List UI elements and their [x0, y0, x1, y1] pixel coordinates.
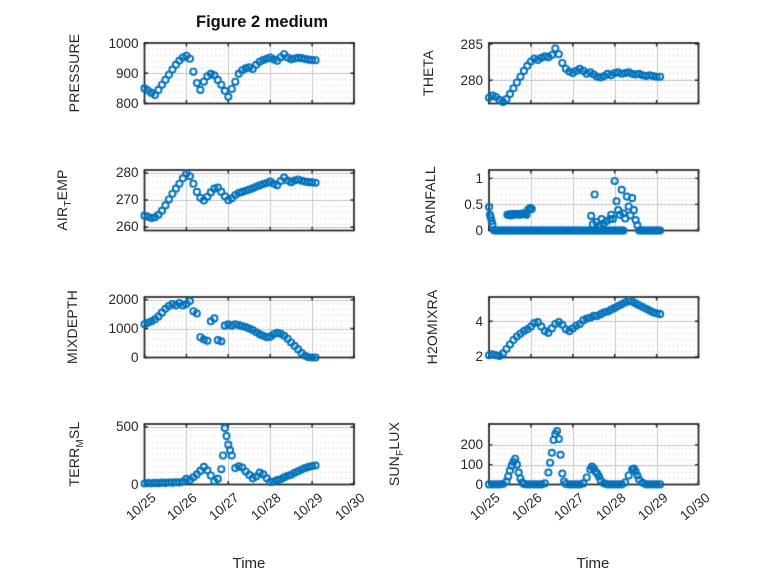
ylabel-text: EMP [54, 169, 71, 201]
ylabel-text: SL [66, 421, 83, 440]
y-tick-label: 800 [115, 96, 139, 111]
y-tick-label: 0 [475, 223, 483, 238]
ylabel-subscript: T [62, 200, 74, 207]
ylabel-text: MIXDEPTH [64, 290, 81, 364]
subplot-theta [489, 43, 699, 104]
subplot-rainfall [489, 170, 699, 231]
subplot-h2omixra [489, 297, 699, 358]
ylabel-text: TERR [66, 447, 83, 487]
subplot-pressure [144, 43, 354, 104]
y-tick-label: 1000 [108, 35, 139, 51]
ylabel-mixdepth: MIXDEPTH [64, 290, 84, 364]
y-tick-label: 1 [475, 170, 483, 186]
y-tick-label: 0.5 [464, 196, 483, 212]
y-tick-label: 500 [115, 419, 139, 435]
y-tick-label: 900 [115, 65, 139, 81]
ylabel-text: AIR [54, 206, 71, 231]
ylabel-text: PRESSURE [66, 33, 83, 113]
y-tick-label: 280 [460, 72, 483, 88]
ylabel-text: THETA [420, 50, 437, 96]
y-tick-label: 4 [475, 313, 483, 329]
subplot-terr-msl [144, 424, 354, 485]
ylabel-terr-msl: TERRMSL [66, 422, 86, 487]
subplot-air-temp [144, 170, 354, 231]
subplot-mixdepth [144, 297, 354, 358]
ylabel-air-temp: AIRTEMP [54, 169, 74, 230]
xlabel-time-right: Time [576, 555, 610, 572]
y-tick-label: 2000 [108, 292, 139, 308]
ylabel-subscript: F [394, 449, 406, 456]
y-tick-label: 260 [115, 219, 139, 235]
y-tick-label: 0 [130, 350, 139, 365]
y-tick-label: 2 [475, 349, 483, 365]
ylabel-text: SUN [386, 455, 403, 487]
y-tick-label: 280 [115, 165, 139, 181]
ylabel-text: LUX [386, 421, 403, 450]
xlabel-time-left: Time [232, 555, 266, 572]
y-tick-label: 285 [460, 36, 483, 52]
ylabel-sun-flux: SUNFLUX [386, 422, 406, 486]
ylabel-subscript: M [74, 439, 86, 448]
y-tick-label: 100 [460, 457, 483, 473]
y-tick-label: 0 [130, 476, 139, 492]
y-tick-label: 1000 [108, 321, 139, 337]
ylabel-pressure: PRESSURE [66, 34, 86, 113]
subplot-sun-flux [489, 424, 699, 485]
y-tick-label: 200 [460, 437, 483, 453]
y-tick-label: 270 [115, 192, 139, 208]
figure-title: Figure 2 medium [195, 13, 329, 31]
y-tick-label: 0 [475, 476, 483, 492]
